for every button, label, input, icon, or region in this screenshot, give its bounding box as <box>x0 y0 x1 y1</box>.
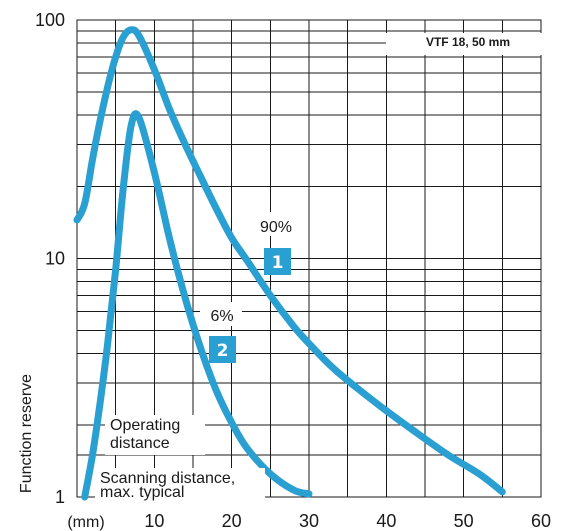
title-box <box>386 33 550 55</box>
series-2-label-bg <box>200 302 242 326</box>
x-tick-label: 60 <box>531 511 551 531</box>
operating-label-bg <box>105 415 205 455</box>
series-2-name: 6% <box>210 308 233 325</box>
y-axis-label: Function reserve <box>18 374 35 493</box>
series-line-2 <box>81 110 313 501</box>
curve-layer <box>73 26 506 501</box>
chart-title: VTF 18, 50 mm <box>426 35 510 49</box>
scanning-label-line-1: Scanning distance, <box>100 470 235 487</box>
series-line-1 <box>73 26 506 496</box>
scanning-label-line-2: max. typical <box>100 484 184 501</box>
x-tick-label: 20 <box>222 511 242 531</box>
series-2-marker-box <box>209 336 236 363</box>
y-tick-label: 10 <box>45 249 65 269</box>
scanning-label-bg <box>95 468 265 498</box>
label-layer: 1 10 100 10 20 30 40 50 60 (mm) Function reserve VT… <box>18 10 551 531</box>
operating-label-line-2: distance <box>110 435 170 452</box>
x-tick-label: 30 <box>299 511 319 531</box>
x-tick-label: 40 <box>376 511 396 531</box>
series-1-marker: 1 <box>272 253 284 273</box>
x-tick-label: 50 <box>454 511 474 531</box>
series-1-marker-box <box>264 248 291 275</box>
series-1-name: 90% <box>260 219 292 236</box>
series-1-label-bg <box>250 212 296 236</box>
x-tick-label: 10 <box>144 511 164 531</box>
y-tick-label: 1 <box>55 487 65 507</box>
x-unit-label: (mm) <box>67 514 104 531</box>
series-2-marker: 2 <box>217 341 229 361</box>
operating-label-line-1: Operating <box>110 417 180 434</box>
y-tick-label: 100 <box>35 10 65 30</box>
